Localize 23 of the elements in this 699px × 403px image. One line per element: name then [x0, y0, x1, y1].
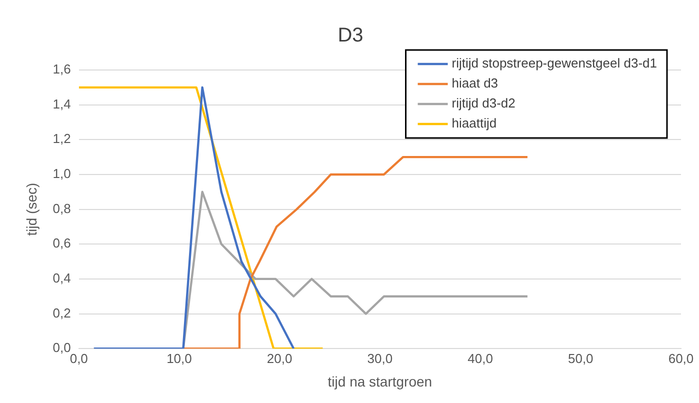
x-tick-label: 60,0	[668, 350, 694, 366]
y-axis-title: tijd (sec)	[23, 182, 40, 236]
y-tick-label: 1,4	[52, 96, 71, 112]
y-tick-label: 0,0	[52, 340, 71, 356]
y-tick-label: 1,0	[52, 166, 71, 182]
x-tick-label: 30,0	[367, 350, 393, 366]
chart-title: D3	[338, 24, 364, 47]
y-tick-label: 1,2	[52, 131, 71, 146]
legend-label: rijtijd d3-d2	[452, 96, 516, 111]
legend-label: rijtijd stopstreep-gewenstgeel d3-d1	[452, 56, 658, 71]
x-tick-label: 50,0	[568, 350, 594, 366]
y-tick-label: 0,2	[52, 305, 71, 320]
x-tick-label: 40,0	[468, 350, 493, 366]
x-tick-label: 20,0	[266, 350, 292, 366]
y-tick-label: 0,4	[52, 270, 71, 286]
x-tick-label: 0,0	[70, 350, 88, 366]
x-tick-label: 10,0	[166, 350, 192, 366]
x-axis-title: tijd na startgroen	[328, 373, 432, 390]
legend-label: hiaattijd	[452, 116, 497, 131]
y-tick-label: 0,8	[52, 200, 71, 216]
y-tick-label: 1,6	[52, 62, 71, 77]
legend-label: hiaat d3	[452, 76, 498, 91]
y-tick-label: 0,6	[52, 236, 71, 251]
